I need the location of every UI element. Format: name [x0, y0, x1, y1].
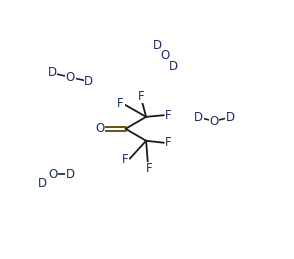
Text: D: D [84, 75, 93, 88]
Text: D: D [66, 168, 75, 181]
Text: F: F [117, 97, 124, 110]
Text: O: O [49, 168, 58, 181]
Text: O: O [66, 71, 75, 84]
Text: D: D [225, 111, 235, 124]
Text: D: D [194, 111, 203, 124]
Text: F: F [138, 90, 145, 103]
Text: D: D [153, 39, 162, 52]
Text: O: O [161, 49, 170, 62]
Text: O: O [209, 115, 219, 128]
Text: O: O [96, 122, 105, 135]
Text: D: D [38, 177, 47, 190]
Text: D: D [48, 67, 57, 80]
Text: F: F [165, 109, 172, 122]
Text: F: F [165, 136, 172, 149]
Text: D: D [169, 61, 178, 74]
Text: F: F [121, 153, 128, 166]
Text: F: F [146, 162, 152, 175]
